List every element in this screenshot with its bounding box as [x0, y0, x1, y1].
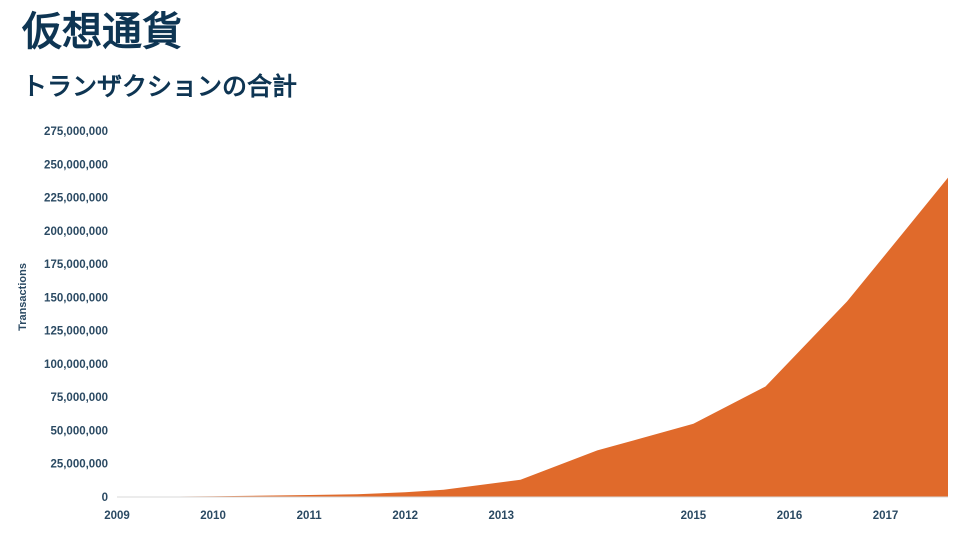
y-tick-label: 175,000,000: [44, 259, 108, 271]
x-axis-ticks: 2009 2010 2011 2012 2013 2015 2016 2017: [104, 510, 898, 522]
x-tick-label: 2012: [392, 510, 418, 522]
x-tick-label: 2011: [297, 510, 323, 522]
y-tick-label: 250,000,000: [44, 159, 108, 171]
x-tick-label: 2010: [200, 510, 226, 522]
y-tick-label: 200,000,000: [44, 226, 108, 238]
y-tick-label: 25,000,000: [50, 459, 108, 471]
y-tick-label: 225,000,000: [44, 193, 108, 205]
y-tick-label: 100,000,000: [44, 359, 108, 371]
y-axis-title: Transactions: [17, 263, 29, 331]
y-tick-label: 150,000,000: [44, 292, 108, 304]
x-tick-label: 2016: [777, 510, 803, 522]
y-tick-label: 75,000,000: [50, 392, 108, 404]
x-tick-label: 2009: [104, 510, 130, 522]
y-tick-label: 125,000,000: [44, 326, 108, 338]
x-tick-label: 2013: [488, 510, 514, 522]
y-tick-label: 50,000,000: [50, 425, 108, 437]
y-tick-label: 0: [102, 492, 108, 504]
page-title: 仮想通貨: [22, 9, 182, 55]
page-subtitle: トランザクションの合計: [22, 72, 298, 101]
y-tick-label: 275,000,000: [44, 126, 108, 138]
transactions-area-series: [117, 177, 948, 497]
x-tick-label: 2017: [873, 510, 899, 522]
y-axis-ticks: 0 25,000,000 50,000,000 75,000,000 100,000,0…: [44, 126, 108, 504]
series-group: [117, 177, 948, 498]
x-tick-label: 2015: [681, 510, 707, 522]
